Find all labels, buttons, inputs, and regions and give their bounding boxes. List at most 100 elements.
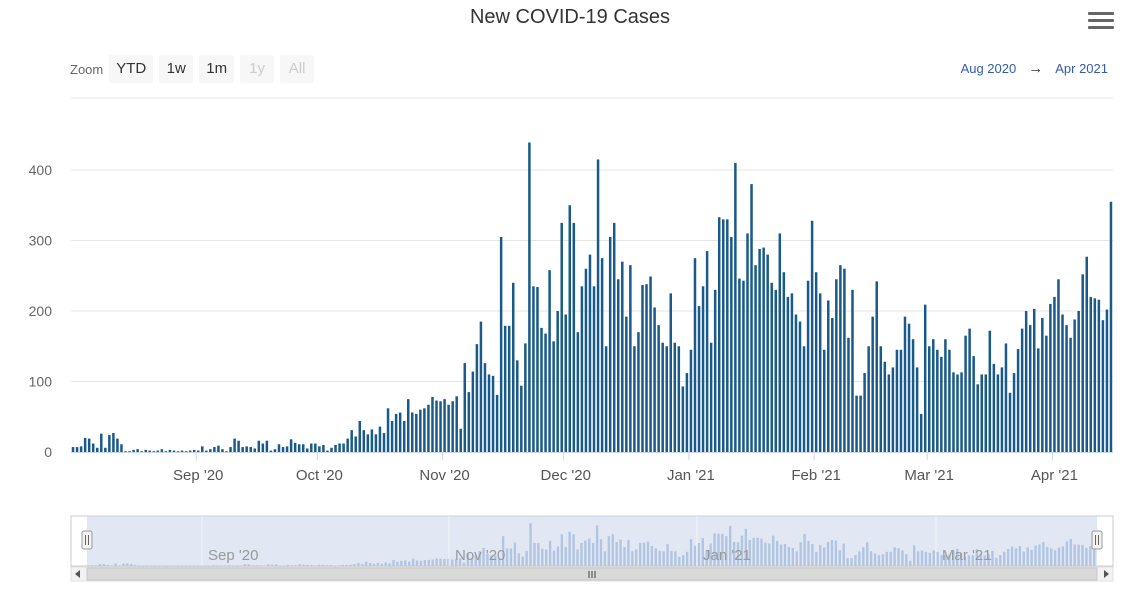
navigator-bar — [169, 565, 172, 567]
bar — [673, 342, 677, 452]
bar — [923, 304, 927, 452]
navigator-bar — [196, 566, 199, 567]
bar — [338, 443, 341, 452]
y-tick-label: 300 — [29, 233, 53, 249]
bar — [608, 236, 612, 452]
y-tick-label: 400 — [29, 162, 53, 178]
navigator-bar — [137, 566, 141, 567]
zoom-1y-button[interactable]: 1y — [240, 55, 275, 83]
bar — [83, 437, 87, 452]
bar — [406, 399, 410, 453]
bar — [261, 443, 265, 452]
navigator-bar — [216, 565, 219, 567]
bar — [431, 397, 434, 452]
bar — [556, 311, 559, 452]
bar — [71, 447, 75, 452]
bar — [689, 349, 693, 452]
zoom-1m-button[interactable]: 1m — [199, 55, 235, 83]
bar — [596, 159, 600, 452]
navigator-bar — [333, 565, 336, 567]
bar — [617, 279, 620, 452]
bar — [770, 282, 773, 452]
bar — [136, 449, 139, 452]
bar — [621, 261, 624, 452]
bar — [822, 349, 826, 452]
navigator-left-handle[interactable] — [81, 530, 93, 550]
bar — [75, 447, 79, 452]
zoom-ytd-button[interactable]: YTD — [109, 55, 154, 83]
bar — [572, 222, 576, 453]
bar — [176, 451, 180, 452]
bar — [536, 287, 539, 452]
bar — [936, 349, 939, 452]
bar — [1097, 299, 1101, 452]
navigator-bar — [165, 566, 168, 567]
bar — [798, 321, 802, 452]
bar — [637, 332, 640, 452]
bar — [540, 327, 543, 452]
bar — [148, 450, 151, 452]
bar — [516, 360, 519, 452]
bar — [374, 434, 378, 453]
bar — [1028, 325, 1032, 452]
bar — [330, 447, 333, 452]
bar — [479, 321, 483, 452]
bar — [499, 236, 503, 452]
bar — [342, 443, 345, 452]
bar — [778, 233, 782, 452]
range-to[interactable]: Apr 2021 — [1055, 61, 1108, 76]
bar — [661, 342, 664, 452]
bar — [839, 265, 842, 452]
bar — [144, 449, 147, 452]
bar — [120, 444, 123, 452]
bar — [875, 281, 878, 452]
bar — [192, 449, 196, 452]
bar — [112, 432, 115, 452]
chart-title: New COVID-19 Cases — [469, 6, 671, 28]
bar — [544, 333, 547, 452]
bar — [746, 233, 749, 452]
scroll-right-arrow-icon[interactable] — [1104, 570, 1109, 578]
bar — [750, 184, 753, 452]
bar — [281, 447, 285, 452]
bar — [483, 363, 487, 452]
navigator-bar — [153, 566, 156, 567]
bar — [863, 373, 866, 452]
navigator-label: Jan '21 — [703, 547, 751, 564]
grid-lines — [71, 97, 1113, 382]
bar — [467, 392, 471, 452]
bar — [503, 325, 507, 452]
bar — [419, 409, 422, 452]
bar — [201, 446, 204, 452]
bar — [790, 293, 794, 453]
bar — [705, 251, 709, 452]
bar — [641, 284, 644, 452]
x-tick-label: Jan '21 — [667, 467, 715, 484]
bar — [366, 434, 370, 453]
hamburger-menu-icon[interactable] — [1088, 12, 1114, 34]
bar — [932, 339, 935, 452]
zoom-all-button[interactable]: All — [280, 55, 315, 83]
bar — [241, 447, 244, 452]
bar — [209, 449, 212, 452]
bar — [1037, 348, 1040, 452]
range-from[interactable]: Aug 2020 — [960, 61, 1017, 76]
bar — [843, 268, 846, 452]
bar — [507, 325, 511, 452]
bar — [1057, 279, 1060, 452]
bar — [225, 451, 228, 452]
bar — [1000, 367, 1004, 452]
bar — [831, 318, 834, 452]
bar — [289, 439, 293, 452]
bar — [722, 219, 725, 452]
bar — [394, 413, 398, 452]
bar — [1045, 335, 1048, 452]
navigator-right-handle[interactable] — [1091, 530, 1103, 550]
bar — [306, 448, 309, 452]
scroll-left-arrow-icon[interactable] — [75, 570, 80, 578]
bar — [96, 447, 99, 452]
bar — [293, 442, 297, 452]
bar — [354, 436, 357, 452]
zoom-1w-button[interactable]: 1w — [159, 55, 194, 83]
bar — [172, 450, 176, 452]
